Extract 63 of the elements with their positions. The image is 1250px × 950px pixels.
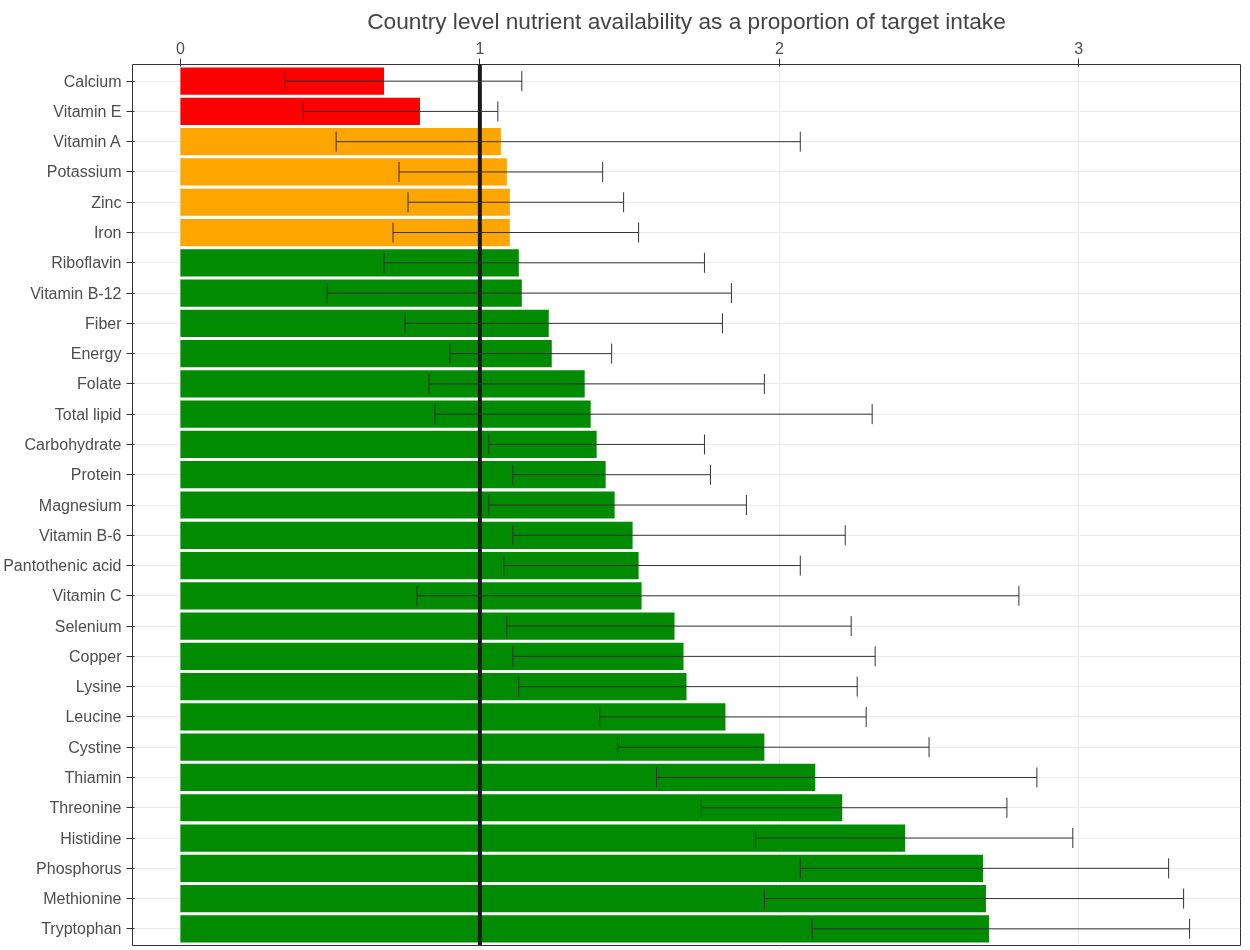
y-tick-label: Thiamin [64, 768, 122, 786]
bar [180, 915, 989, 943]
y-tick-label: Carbohydrate [24, 435, 122, 453]
bar [180, 67, 385, 95]
bar [180, 521, 633, 549]
bar [180, 249, 519, 277]
y-tick-label: Cystine [68, 738, 122, 756]
y-tick-label: Calcium [63, 72, 122, 90]
bar [180, 491, 615, 519]
y-tick-label: Threonine [49, 799, 122, 817]
bar [180, 97, 420, 126]
y-tick-label: Vitamin B-6 [39, 526, 122, 544]
bar [180, 612, 675, 640]
y-tick-label: Vitamin B-12 [30, 284, 122, 302]
bar [180, 794, 843, 822]
y-tick-label: Pantothenic acid [3, 557, 122, 575]
bar [180, 128, 501, 156]
y-tick-label: Protein [70, 466, 122, 484]
y-tick-label: Iron [93, 224, 122, 242]
y-tick-label: Vitamin C [52, 587, 122, 605]
y-tick-label: Energy [70, 345, 122, 363]
y-tick-label: Leucine [65, 708, 122, 726]
y-tick-label: Copper [69, 647, 123, 665]
bar [180, 461, 606, 489]
y-tick-label: Selenium [54, 617, 122, 635]
bar [180, 188, 510, 216]
bar [180, 824, 906, 852]
bar [180, 158, 507, 186]
bar [180, 430, 597, 459]
y-tick-label: Phosphorus [36, 859, 122, 877]
bar [180, 218, 510, 247]
y-tick-label: Total lipid [54, 405, 122, 423]
bar [180, 854, 983, 882]
bar [180, 884, 986, 913]
bar [180, 763, 816, 792]
x-tick-label: 1 [475, 39, 485, 57]
bar [180, 400, 591, 428]
bar [180, 733, 765, 761]
y-tick-label: Lysine [75, 678, 122, 696]
y-tick-label: Fiber [85, 314, 123, 332]
y-tick-label: Zinc [91, 193, 122, 211]
y-tick-label: Vitamin A [53, 133, 121, 151]
y-tick-label: Tryptophan [41, 920, 122, 938]
y-tick-label: Potassium [46, 163, 122, 181]
x-tick-label: 2 [774, 39, 784, 57]
bar [180, 582, 642, 610]
bar [180, 340, 552, 368]
bar [180, 642, 684, 670]
y-tick-label: Histidine [60, 829, 122, 847]
x-tick-label: 3 [1074, 39, 1084, 57]
bar [180, 309, 549, 337]
x-tick-label: 0 [175, 39, 185, 57]
chart-title: Country level nutrient availability as a proportion of target intake [367, 7, 1006, 34]
y-tick-label: Methionine [43, 890, 122, 908]
bar [180, 703, 726, 731]
bar [180, 279, 522, 307]
y-tick-label: Folate [77, 375, 122, 393]
y-tick-label: Riboflavin [51, 254, 122, 272]
y-tick-label: Magnesium [38, 496, 122, 514]
y-tick-label: Vitamin E [53, 102, 122, 120]
bar [180, 551, 639, 580]
bar [180, 673, 687, 701]
bar [180, 370, 585, 398]
